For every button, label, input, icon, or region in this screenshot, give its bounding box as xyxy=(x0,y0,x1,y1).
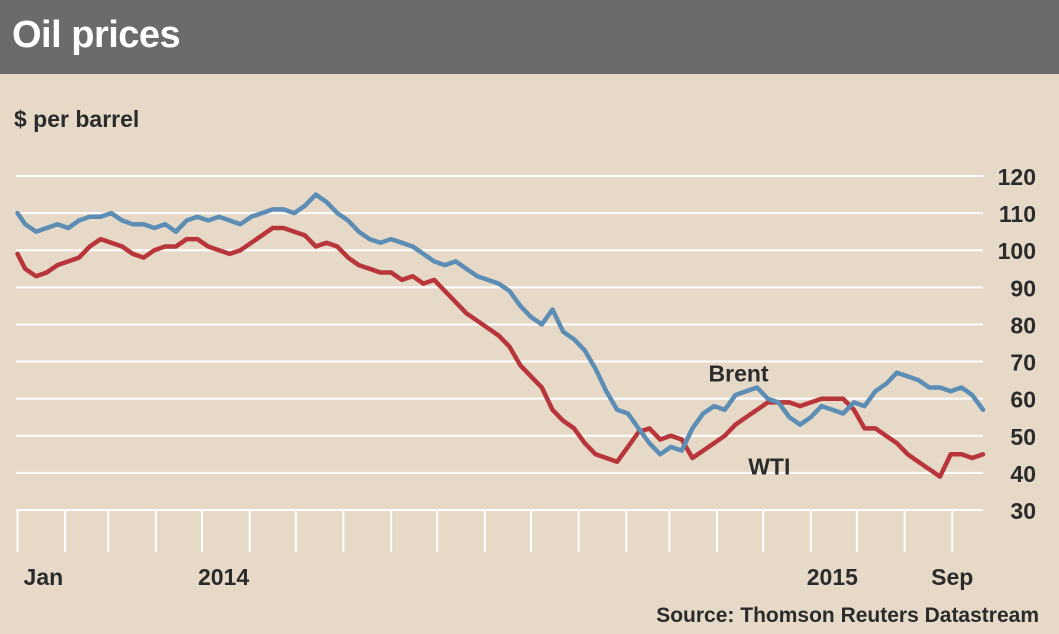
y-tick-label-80: 80 xyxy=(1010,312,1036,338)
y-tick-label-60: 60 xyxy=(1010,387,1036,413)
series-label-wti: WTI xyxy=(748,453,790,479)
y-tick-label-100: 100 xyxy=(998,238,1036,264)
series-labels: Brent WTI xyxy=(709,361,791,480)
series-line-brent xyxy=(15,192,986,457)
series-line-wti xyxy=(15,225,986,479)
chart-title: Oil prices xyxy=(12,14,181,56)
x-tick-label-jan: Jan xyxy=(24,564,64,590)
x-tick-label-sep: Sep xyxy=(931,564,973,590)
y-tick-label-50: 50 xyxy=(1010,424,1036,450)
series-label-brent: Brent xyxy=(709,361,769,387)
x-tick-label-2015: 2015 xyxy=(807,564,858,590)
y-tick-label-90: 90 xyxy=(1010,275,1036,301)
y-tick-label-30: 30 xyxy=(1010,498,1036,524)
x-axis: Jan 2014 2015 Sep xyxy=(16,509,983,590)
x-tick-label-2014: 2014 xyxy=(198,564,249,590)
y-tick-label-110: 110 xyxy=(999,201,1036,227)
y-axis-unit-label: $ per barrel xyxy=(14,106,140,132)
y-tick-label-120: 120 xyxy=(998,164,1036,190)
y-tick-label-40: 40 xyxy=(1010,461,1036,487)
y-tick-labels: 30 40 50 60 70 80 90 100 110 120 xyxy=(998,164,1036,524)
title-bar: Oil prices xyxy=(0,0,1059,74)
source-note: Source: Thomson Reuters Datastream xyxy=(656,604,1039,627)
y-tick-label-70: 70 xyxy=(1010,350,1036,376)
gridlines xyxy=(16,175,983,474)
series-lines xyxy=(15,192,986,479)
